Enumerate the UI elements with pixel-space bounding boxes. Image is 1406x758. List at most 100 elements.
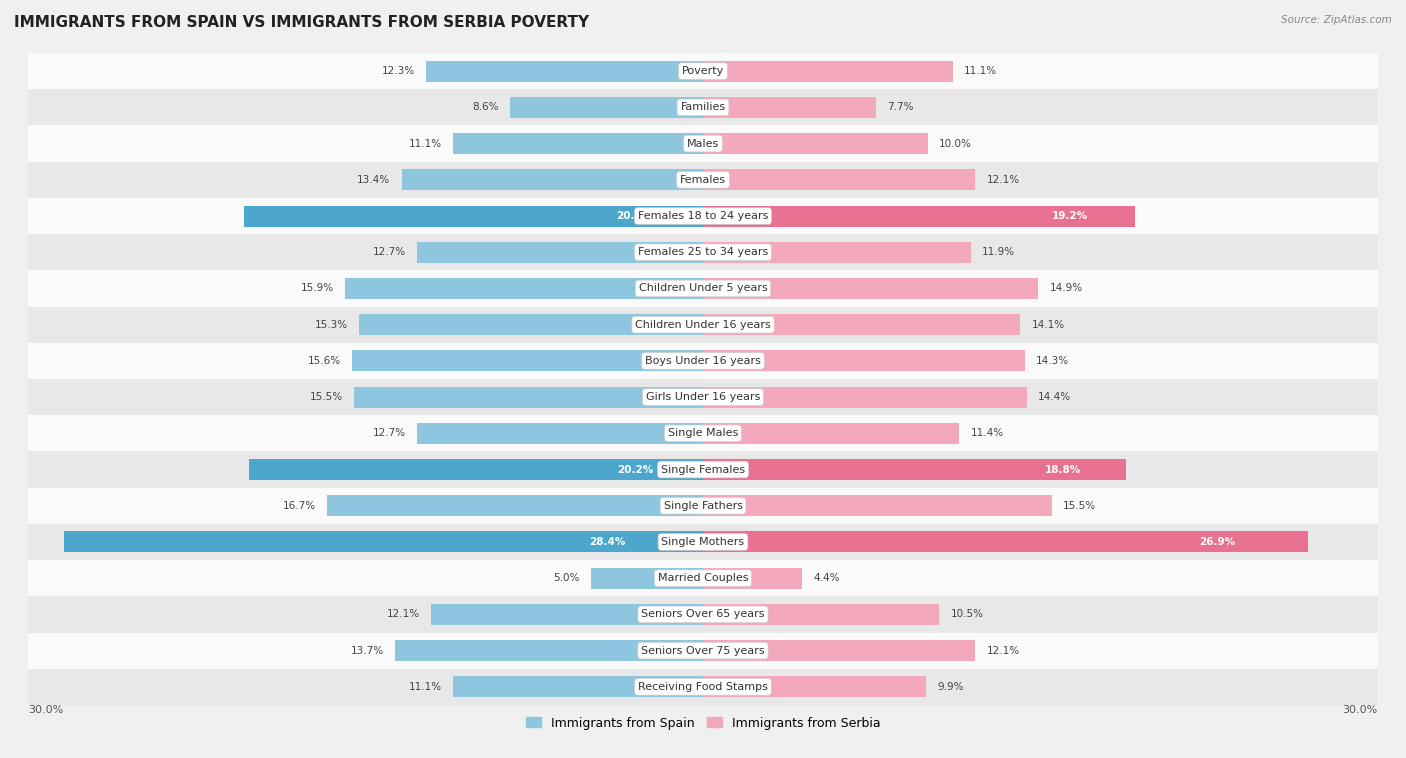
Text: IMMIGRANTS FROM SPAIN VS IMMIGRANTS FROM SERBIA POVERTY: IMMIGRANTS FROM SPAIN VS IMMIGRANTS FROM… (14, 15, 589, 30)
Text: Boys Under 16 years: Boys Under 16 years (645, 356, 761, 366)
Bar (703, 423, 959, 444)
Bar (703, 531, 1308, 553)
Text: 30.0%: 30.0% (1343, 705, 1378, 715)
Bar (703, 61, 953, 82)
Text: 20.2%: 20.2% (617, 465, 652, 475)
Bar (328, 495, 703, 516)
Bar (28, 271, 1378, 306)
Bar (245, 205, 703, 227)
Text: Girls Under 16 years: Girls Under 16 years (645, 392, 761, 402)
Text: 12.7%: 12.7% (373, 428, 406, 438)
Text: 18.8%: 18.8% (1045, 465, 1081, 475)
Bar (28, 632, 1378, 669)
Bar (591, 568, 703, 589)
Text: Single Mothers: Single Mothers (661, 537, 745, 547)
Bar (703, 205, 1135, 227)
Text: Children Under 5 years: Children Under 5 years (638, 283, 768, 293)
Text: 15.5%: 15.5% (309, 392, 343, 402)
Text: 15.6%: 15.6% (308, 356, 340, 366)
Bar (703, 640, 976, 661)
Bar (28, 597, 1378, 632)
Text: Females: Females (681, 175, 725, 185)
Text: 13.7%: 13.7% (350, 646, 384, 656)
Bar (28, 126, 1378, 161)
Text: 10.5%: 10.5% (950, 609, 983, 619)
Bar (703, 242, 970, 263)
Text: 19.2%: 19.2% (1052, 211, 1088, 221)
Bar (28, 669, 1378, 705)
Text: 14.9%: 14.9% (1049, 283, 1083, 293)
Text: 12.1%: 12.1% (987, 175, 1019, 185)
Text: 11.9%: 11.9% (981, 247, 1015, 257)
Text: Seniors Over 75 years: Seniors Over 75 years (641, 646, 765, 656)
Text: 15.9%: 15.9% (301, 283, 335, 293)
Bar (346, 278, 703, 299)
Text: Poverty: Poverty (682, 66, 724, 76)
Text: Single Fathers: Single Fathers (664, 501, 742, 511)
Text: 12.3%: 12.3% (382, 66, 415, 76)
Text: 26.9%: 26.9% (1199, 537, 1236, 547)
Text: 12.1%: 12.1% (387, 609, 419, 619)
Bar (354, 387, 703, 408)
Bar (28, 234, 1378, 271)
Text: 10.0%: 10.0% (939, 139, 972, 149)
Text: 8.6%: 8.6% (472, 102, 498, 112)
Text: Single Males: Single Males (668, 428, 738, 438)
Text: 20.4%: 20.4% (616, 211, 652, 221)
Bar (28, 524, 1378, 560)
Text: Females 18 to 24 years: Females 18 to 24 years (638, 211, 768, 221)
Text: 4.4%: 4.4% (813, 573, 839, 583)
Bar (703, 604, 939, 625)
Text: 7.7%: 7.7% (887, 102, 914, 112)
Bar (703, 459, 1126, 480)
Bar (703, 97, 876, 118)
Bar (703, 676, 925, 697)
Text: 12.7%: 12.7% (373, 247, 406, 257)
Text: 15.5%: 15.5% (1063, 501, 1097, 511)
Text: 9.9%: 9.9% (936, 682, 963, 692)
Text: 12.1%: 12.1% (987, 646, 1019, 656)
Bar (703, 133, 928, 154)
Text: Females 25 to 34 years: Females 25 to 34 years (638, 247, 768, 257)
Text: 11.4%: 11.4% (970, 428, 1004, 438)
Text: 28.4%: 28.4% (589, 537, 626, 547)
Text: Children Under 16 years: Children Under 16 years (636, 320, 770, 330)
Bar (703, 568, 801, 589)
Text: 13.4%: 13.4% (357, 175, 391, 185)
Text: Seniors Over 65 years: Seniors Over 65 years (641, 609, 765, 619)
Bar (418, 423, 703, 444)
Bar (418, 242, 703, 263)
Text: 11.1%: 11.1% (409, 139, 441, 149)
Text: 5.0%: 5.0% (553, 573, 579, 583)
Bar (703, 350, 1025, 371)
Bar (28, 306, 1378, 343)
Text: Married Couples: Married Couples (658, 573, 748, 583)
Bar (426, 61, 703, 82)
Text: Families: Families (681, 102, 725, 112)
Bar (703, 278, 1038, 299)
Bar (65, 531, 703, 553)
Text: 14.1%: 14.1% (1032, 320, 1064, 330)
Bar (28, 560, 1378, 597)
Text: 11.1%: 11.1% (965, 66, 997, 76)
Bar (249, 459, 703, 480)
Text: Receiving Food Stamps: Receiving Food Stamps (638, 682, 768, 692)
Text: Single Females: Single Females (661, 465, 745, 475)
Bar (703, 495, 1052, 516)
Bar (395, 640, 703, 661)
Text: Males: Males (688, 139, 718, 149)
Bar (359, 314, 703, 335)
Bar (28, 379, 1378, 415)
Text: Source: ZipAtlas.com: Source: ZipAtlas.com (1281, 15, 1392, 25)
Text: 11.1%: 11.1% (409, 682, 441, 692)
Bar (703, 387, 1026, 408)
Text: 16.7%: 16.7% (283, 501, 316, 511)
Bar (703, 314, 1021, 335)
Bar (28, 487, 1378, 524)
Text: 30.0%: 30.0% (28, 705, 63, 715)
Bar (28, 415, 1378, 452)
Bar (402, 169, 703, 190)
Bar (28, 198, 1378, 234)
Text: 14.4%: 14.4% (1038, 392, 1071, 402)
Bar (703, 169, 976, 190)
